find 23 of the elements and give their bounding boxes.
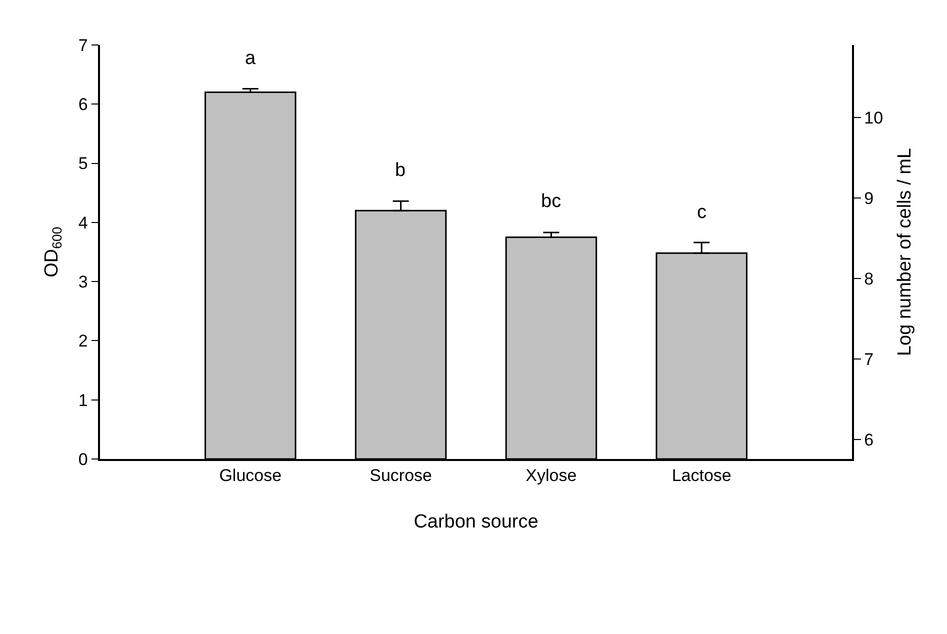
x-axis-title: Carbon source <box>414 511 538 532</box>
y-tick-label: 1 <box>78 390 88 410</box>
y2-tick-label: 8 <box>864 270 874 289</box>
annotation: a <box>245 48 256 69</box>
x-tick-label: Sucrose <box>370 466 432 486</box>
y-tick-label: 4 <box>78 213 88 232</box>
annotation: c <box>697 202 706 223</box>
x-tick-label: Glucose <box>219 466 282 486</box>
annotation: bc <box>541 191 562 212</box>
y2-tick-label: 9 <box>864 188 874 208</box>
x-tick-label: Lactose <box>672 466 732 486</box>
y2-tick-label: 7 <box>864 350 874 370</box>
y2-tick-label: 6 <box>864 430 874 450</box>
y-tick-label: 7 <box>78 36 88 55</box>
y2-tick-label: 10 <box>864 108 884 128</box>
y-tick-label: 3 <box>78 272 88 292</box>
y-tick-label: 0 <box>78 450 88 469</box>
x-tick-label: Xylose <box>526 466 577 486</box>
y-tick-label: 5 <box>78 154 88 174</box>
y-tick-label: 6 <box>78 95 88 114</box>
annotation: b <box>395 160 406 181</box>
y-tick-label: 2 <box>78 332 88 351</box>
y2-axis-title: Log number of cells / mL <box>894 148 916 356</box>
